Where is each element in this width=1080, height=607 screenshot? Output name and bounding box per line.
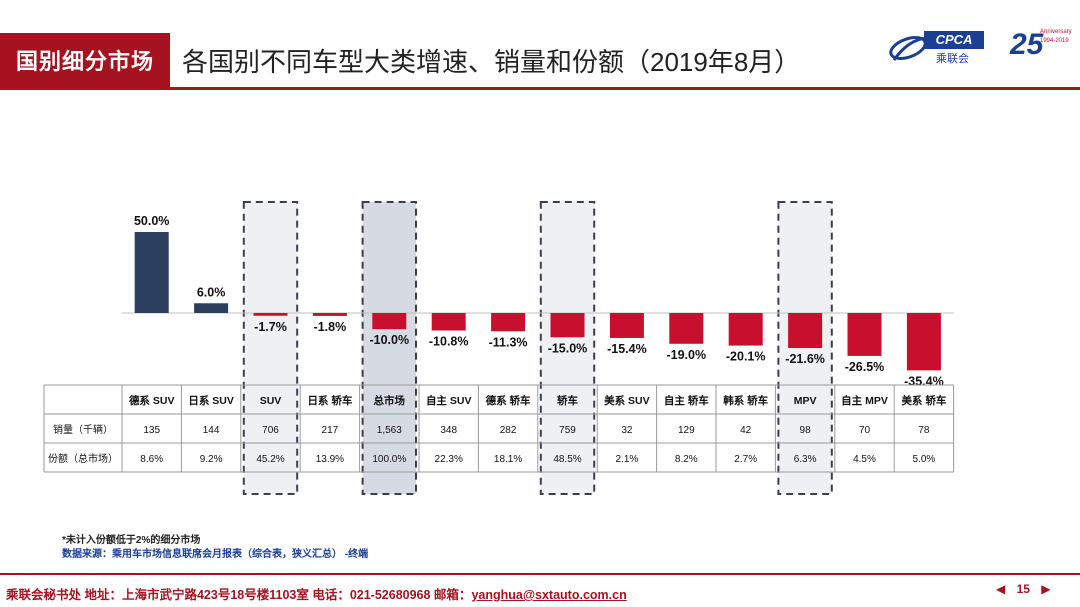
table-cell-1-12: 4.5% — [853, 454, 876, 465]
table-cell-0-6: 282 — [500, 425, 517, 436]
table-cell-0-9: 129 — [678, 425, 695, 436]
next-page-icon[interactable]: ▶ — [1041, 582, 1051, 596]
table-cell-0-4: 1,563 — [377, 425, 402, 436]
data-label-9: -19.0% — [666, 348, 706, 362]
section-tag: 国别细分市场 — [0, 33, 170, 87]
row-label-1: 份额（总市场） — [48, 452, 118, 465]
bar-0 — [134, 232, 169, 313]
data-label-2: -1.7% — [254, 320, 287, 334]
bar-2 — [253, 313, 288, 316]
data-label-7: -15.0% — [548, 341, 588, 355]
bar-6 — [491, 313, 526, 332]
anniversary-small-2: 1994-2019 — [1040, 38, 1069, 44]
highlight-box-2 — [242, 201, 299, 495]
footer-contact: 乘联会秘书处 地址：上海市武宁路423号18号楼1103室 电话：021-526… — [6, 584, 627, 603]
table-cell-0-13: 78 — [918, 425, 930, 436]
table-cell-1-7: 48.5% — [553, 454, 581, 465]
category-label-12: 自主 MPV — [841, 394, 888, 407]
data-label-5: -10.8% — [429, 334, 469, 348]
anniversary-number: 25 — [1010, 28, 1044, 61]
category-label-11: MPV — [794, 395, 817, 407]
bar-12 — [847, 313, 882, 356]
bar-9 — [669, 313, 704, 344]
footer-address: 乘联会秘书处 地址：上海市武宁路423号18号楼1103室 电话：021-526… — [6, 588, 472, 602]
table-cell-1-11: 6.3% — [794, 454, 817, 465]
category-label-7: 轿车 — [557, 394, 578, 407]
table-cell-1-8: 2.1% — [616, 454, 639, 465]
table-cell-0-3: 217 — [322, 425, 339, 436]
table-cell-1-13: 5.0% — [913, 454, 936, 465]
table-cell-0-5: 348 — [440, 425, 457, 436]
table-cell-0-12: 70 — [859, 425, 871, 436]
table-cell-0-10: 42 — [740, 425, 752, 436]
bar-5 — [431, 313, 466, 331]
table-cell-1-1: 9.2% — [200, 454, 223, 465]
bar-7 — [550, 313, 585, 338]
category-label-10: 韩系 轿车 — [723, 394, 768, 407]
footnote: *未计入份额低于2%的细分市场 — [62, 535, 201, 546]
category-label-5: 自主 SUV — [426, 394, 472, 407]
bar-4 — [372, 313, 407, 330]
bar-3 — [312, 313, 347, 316]
cpca-sub: 乘联会 — [936, 53, 969, 65]
growth-bar-chart: 50.0% 6.0% -1.7% -1.8% -10.0% -10.8% -11.3% -15… — [43, 201, 955, 495]
table-cell-0-0: 135 — [143, 425, 160, 436]
row-label-0: 销量（千辆） — [53, 423, 113, 436]
category-label-1: 日系 SUV — [188, 394, 234, 407]
table-cell-0-1: 144 — [203, 425, 220, 436]
bar-13 — [906, 313, 941, 371]
data-label-6: -11.3% — [489, 335, 528, 349]
footer-email-link[interactable]: yanghua@sxtauto.com.cn — [471, 588, 627, 602]
data-label-13: -35.4% — [904, 374, 944, 388]
category-label-2: SUV — [260, 395, 282, 407]
category-label-13: 美系 轿车 — [901, 394, 946, 407]
data-label-10: -20.1% — [726, 350, 766, 364]
header-rule — [0, 87, 1080, 90]
category-label-0: 德系 SUV — [128, 394, 175, 407]
table-cell-0-7: 759 — [559, 425, 576, 436]
slide-header: 国别细分市场 各国别不同车型大类增速、销量和份额（2019年8月） CPCA 乘… — [0, 0, 1080, 92]
category-label-8: 美系 SUV — [604, 394, 650, 407]
data-label-8: -15.4% — [607, 342, 647, 356]
category-label-6: 德系 轿车 — [485, 394, 531, 407]
pager: ◀ 15 ▶ — [996, 582, 1059, 596]
table-cell-1-9: 8.2% — [675, 454, 698, 465]
table-cell-1-0: 8.6% — [140, 454, 163, 465]
table-cell-1-10: 2.7% — [734, 454, 757, 465]
category-label-3: 日系 轿车 — [307, 394, 352, 407]
table-cell-1-5: 22.3% — [435, 454, 463, 465]
footer-rule — [0, 573, 1080, 575]
bar-10 — [728, 313, 763, 346]
page-number: 15 — [1016, 582, 1030, 596]
prev-page-icon[interactable]: ◀ — [996, 582, 1006, 596]
table-cell-0-2: 706 — [262, 425, 279, 436]
table-cell-0-8: 32 — [621, 425, 633, 436]
data-label-11: -21.6% — [785, 352, 825, 366]
data-label-4: -10.0% — [369, 333, 409, 347]
anniversary-small-1: Anniversary — [1040, 29, 1072, 35]
data-source: 数据来源：乘用车市场信息联席会月报表（综合表，狭义汇总） -终端 — [62, 549, 369, 560]
highlight-box-11 — [777, 201, 833, 495]
data-label-12: -26.5% — [845, 360, 885, 374]
category-label-4: 总市场 — [374, 394, 406, 407]
cpca-badge: CPCA — [924, 31, 984, 49]
table-cell-1-3: 13.9% — [316, 454, 344, 465]
bar-1 — [194, 303, 229, 313]
category-label-9: 自主 轿车 — [664, 394, 709, 407]
data-label-0: 50.0% — [134, 214, 169, 228]
data-label-3: -1.8% — [314, 320, 347, 334]
bar-8 — [609, 313, 644, 338]
highlight-box-7 — [539, 201, 596, 495]
anniversary-logo: 25 Anniversary 1994-2019 — [1010, 24, 1072, 68]
cpca-logo: CPCA 乘联会 — [888, 28, 998, 68]
data-label-1: 6.0% — [197, 285, 226, 299]
table-cell-1-4: 100.0% — [372, 454, 406, 465]
highlight-box-4 — [361, 201, 418, 495]
bar-11 — [788, 313, 823, 348]
slide-title: 各国别不同车型大类增速、销量和份额（2019年8月） — [182, 47, 801, 77]
table-cell-1-2: 45.2% — [256, 454, 284, 465]
table-cell-0-11: 98 — [800, 425, 812, 436]
table-cell-1-6: 18.1% — [494, 454, 522, 465]
